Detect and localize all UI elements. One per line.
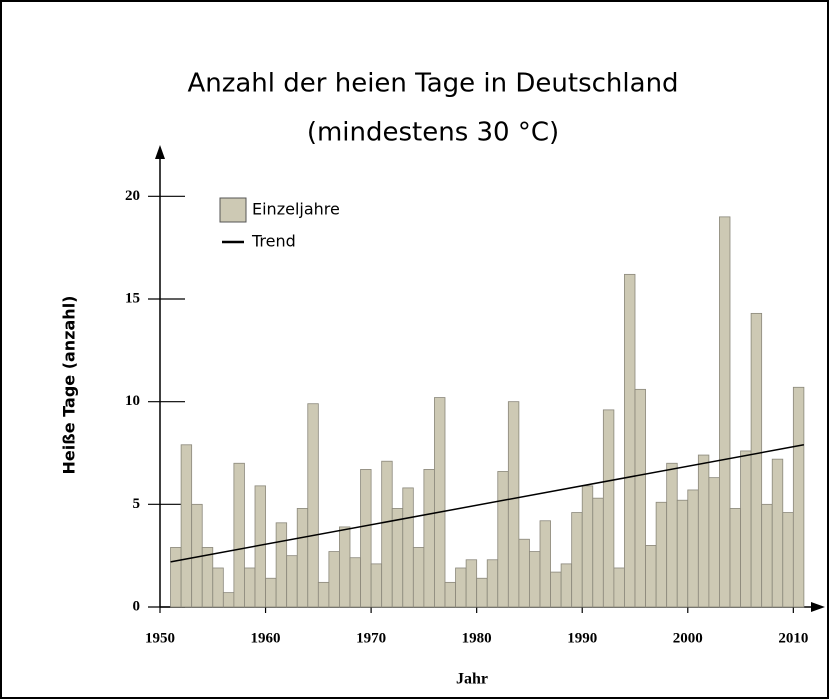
y-tick-label: 5 <box>133 496 141 512</box>
bar <box>381 460 393 608</box>
bar <box>782 512 794 608</box>
bar <box>476 577 488 608</box>
bar <box>592 497 604 608</box>
bar <box>328 551 340 608</box>
legend-label: Trend <box>251 232 296 251</box>
bar <box>275 522 288 608</box>
bar <box>434 397 446 608</box>
bar <box>360 469 372 608</box>
bar <box>412 547 425 608</box>
bar <box>666 462 678 608</box>
bar <box>539 520 551 608</box>
bar <box>687 489 699 608</box>
bar <box>170 547 182 608</box>
x-tick-label: 2000 <box>673 630 703 646</box>
bar <box>486 559 499 608</box>
bar <box>233 462 245 608</box>
chart-subtitle: (mindestens 30 °C) <box>307 118 559 148</box>
legend-label: Einzeljahre <box>252 200 340 219</box>
bar <box>286 555 298 608</box>
x-tick-label: 1970 <box>356 630 386 646</box>
bar <box>339 526 351 608</box>
bar <box>307 403 319 608</box>
bar <box>761 503 773 608</box>
bar <box>729 508 741 608</box>
bar <box>571 512 583 608</box>
bar <box>581 485 594 608</box>
bar <box>423 469 435 608</box>
bar <box>507 401 520 608</box>
y-tick-label: 0 <box>133 598 141 614</box>
y-tick-label: 15 <box>125 290 140 306</box>
bar <box>602 409 615 608</box>
bar <box>529 551 541 608</box>
trend-line <box>170 444 805 563</box>
bar <box>645 545 657 608</box>
bar <box>634 388 646 608</box>
x-tick-label: 2010 <box>778 630 808 646</box>
bar <box>370 563 383 608</box>
x-tick-label: 1950 <box>145 630 175 646</box>
bar <box>771 458 784 608</box>
bar <box>676 499 689 608</box>
bar <box>212 567 224 608</box>
legend-swatch <box>219 197 247 223</box>
bar <box>296 508 309 608</box>
bar <box>455 567 467 608</box>
bar <box>697 454 710 608</box>
bar <box>792 386 805 608</box>
bar <box>518 538 530 608</box>
bar <box>613 567 625 608</box>
bar <box>444 581 456 608</box>
x-tick-label: 1960 <box>251 630 281 646</box>
bar <box>402 487 414 608</box>
bar <box>719 216 731 608</box>
bar <box>708 477 720 608</box>
x-axis-arrow <box>811 602 825 612</box>
x-tick-label: 1980 <box>462 630 492 646</box>
bar <box>180 444 193 608</box>
bar <box>391 508 404 608</box>
y-axis-label: Heiße Tage (anzahl) <box>60 296 79 475</box>
bar <box>550 571 562 608</box>
x-tick-label: 1990 <box>567 630 597 646</box>
x-axis-label: Jahr <box>456 671 488 688</box>
bar <box>497 471 509 608</box>
bar <box>317 581 330 608</box>
bar <box>655 501 668 608</box>
bar <box>624 273 636 608</box>
chart-title: Anzahl der heien Tage in Deutschland <box>187 69 678 99</box>
y-tick-label: 10 <box>125 393 140 409</box>
bar <box>465 559 478 608</box>
bar <box>560 563 573 608</box>
y-tick-label: 20 <box>125 188 140 204</box>
bar <box>265 577 277 608</box>
y-axis-arrow <box>155 145 165 159</box>
bar <box>222 592 235 608</box>
bar <box>750 312 763 608</box>
bar <box>740 450 752 608</box>
bar <box>349 557 361 608</box>
bar <box>244 567 256 608</box>
